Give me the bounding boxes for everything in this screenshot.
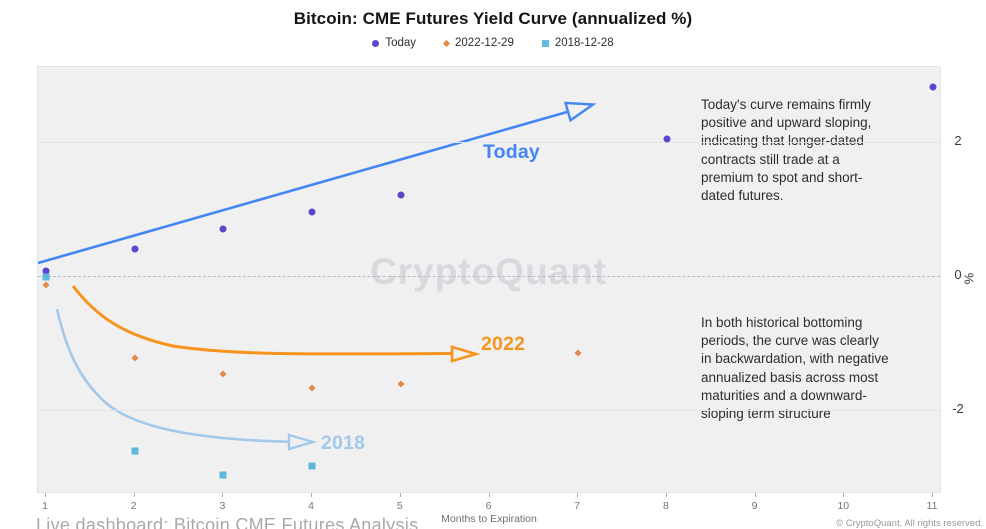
legend-marker-circle	[372, 39, 380, 47]
x-axis: 1 2 3 4 5 6 7 8 9 10 11	[37, 493, 941, 517]
x-tick-mark	[133, 493, 135, 497]
zero-line	[38, 276, 940, 277]
x-tick-label: 8	[662, 500, 669, 512]
legend-label: Today	[385, 37, 417, 49]
data-point-today	[397, 191, 405, 198]
y-axis: 2 0 -2	[941, 66, 985, 493]
y-tick-label: 2	[954, 133, 962, 149]
x-tick-mark	[754, 493, 756, 497]
legend-marker-square	[541, 39, 549, 47]
legend-label: 2018-12-28	[554, 37, 614, 49]
legend-marker-diamond	[442, 39, 451, 47]
data-point-today	[42, 267, 50, 275]
legend-item-2018-12-28[interactable]: 2018-12-28	[541, 37, 614, 49]
data-point-today	[219, 225, 227, 233]
2018-arrow-label: 2018	[321, 432, 366, 454]
data-point-2022-12-29	[42, 281, 50, 289]
data-point-2022-12-29	[574, 349, 582, 358]
x-tick-mark	[399, 493, 401, 497]
x-tick-label: 2	[130, 500, 137, 512]
data-point-today	[663, 135, 671, 143]
footer-caption: Live dashboard: Bitcoin CME Futures Anal…	[36, 515, 419, 529]
x-tick-label: 1	[42, 500, 48, 512]
legend-label: 2022-12-29	[455, 37, 514, 49]
x-tick-mark	[222, 493, 224, 497]
x-tick-label: 3	[219, 500, 226, 512]
legend-item-2022-12-29[interactable]: 2022-12-29	[442, 37, 514, 49]
page-title: Bitcoin: CME Futures Yield Curve (annual…	[293, 9, 693, 28]
x-tick-label: 10	[837, 500, 850, 512]
legend-item-today[interactable]: Today	[372, 37, 416, 49]
gridline	[38, 142, 940, 144]
x-tick-mark	[488, 493, 490, 497]
x-tick-label: 4	[308, 500, 315, 512]
legend: Today 2022-12-29 2018-12-28	[0, 37, 986, 49]
copyright-notice: © CryptoQuant. All rights reserved.	[836, 518, 983, 529]
data-point-2018-12-28	[42, 273, 50, 281]
x-tick-label: 5	[396, 500, 403, 512]
x-tick-label: 11	[926, 500, 938, 512]
annotation-note-history: In both historical bottoming periods, th…	[701, 315, 889, 422]
x-tick-mark	[577, 493, 579, 497]
data-point-2022-12-29	[219, 369, 227, 378]
x-tick-label: 6	[485, 500, 492, 512]
x-tick-mark	[843, 493, 845, 497]
data-point-today	[131, 245, 139, 253]
x-tick-mark	[311, 493, 313, 497]
y-tick-label: -2	[952, 400, 964, 416]
x-tick-label: 9	[751, 500, 758, 512]
data-point-2018-12-28	[219, 471, 227, 479]
annotation-note-today: Today's curve remains firmly positive an…	[701, 97, 872, 204]
x-tick-mark	[45, 493, 46, 497]
x-axis-title: Months to Expiration	[441, 513, 537, 525]
x-tick-label: 7	[574, 500, 581, 512]
data-point-2018-12-28	[131, 447, 139, 455]
x-tick-mark	[665, 493, 667, 497]
data-point-today	[929, 83, 937, 91]
data-point-2022-12-29	[131, 354, 139, 362]
gridline	[38, 409, 940, 411]
today-arrow-label: Today	[483, 141, 540, 163]
2022-arrow-label: 2022	[481, 333, 526, 355]
y-tick-label: 0	[954, 267, 962, 282]
y-axis-title: %	[961, 272, 977, 285]
data-point-2022-12-29	[397, 380, 405, 388]
data-point-today	[308, 208, 316, 216]
data-point-2022-12-29	[308, 384, 316, 392]
x-tick-mark	[932, 493, 933, 497]
watermark: CryptoQuant	[370, 251, 608, 292]
data-point-2018-12-28	[308, 462, 316, 470]
plot-area: CryptoQuant Today 2022 2018 Today's curv…	[37, 66, 941, 493]
